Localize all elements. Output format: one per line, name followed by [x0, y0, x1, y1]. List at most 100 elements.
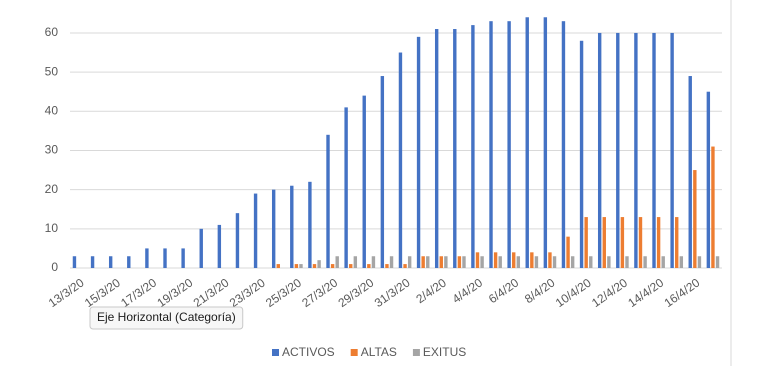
bar: [597, 32, 602, 268]
legend-swatch: [272, 349, 279, 356]
x-tick-label: 27/3/20: [299, 275, 340, 310]
legend-item: ALTAS: [350, 345, 397, 359]
bar: [670, 32, 674, 268]
x-tick-label: 8/4/20: [522, 275, 558, 306]
bar: [385, 264, 389, 268]
bar: [480, 256, 484, 268]
bar: [434, 29, 439, 268]
bar: [584, 217, 588, 268]
legend-label: EXITUS: [423, 345, 466, 359]
bar: [199, 228, 203, 268]
bar: [407, 256, 412, 268]
bar: [507, 21, 511, 269]
bar: [398, 52, 403, 268]
bar: [589, 256, 593, 268]
bar: [163, 248, 167, 268]
bar: [634, 32, 638, 268]
bar: [706, 91, 711, 269]
bar: [602, 217, 606, 268]
legend-item: ACTIVOS: [272, 345, 335, 359]
bar: [566, 236, 570, 268]
bar: [711, 146, 715, 268]
bar: [294, 264, 299, 268]
bar: [344, 107, 348, 269]
legend-label: ACTIVOS: [282, 345, 335, 359]
bar: [72, 256, 77, 268]
bar: [389, 256, 394, 268]
bar: [416, 36, 421, 268]
bar: [444, 256, 448, 268]
bar: [127, 256, 131, 268]
bar: [326, 134, 330, 268]
legend-label: ALTAS: [361, 345, 397, 359]
bar: [475, 252, 480, 268]
bar: [607, 256, 611, 268]
x-tick-label: 4/4/20: [450, 275, 486, 306]
bar: [253, 193, 258, 268]
bar: [317, 260, 321, 268]
x-tick-label: 23/3/20: [227, 275, 268, 310]
bar: [312, 264, 317, 268]
bar: [471, 25, 475, 269]
bar: [462, 256, 466, 268]
bar: [362, 95, 366, 268]
bar: [697, 256, 702, 268]
bar: [498, 256, 502, 268]
bar: [181, 248, 185, 268]
bar: [271, 189, 276, 268]
bar: [643, 256, 647, 268]
bar: [335, 256, 339, 268]
bar: [715, 256, 720, 268]
y-tick-label: 50: [45, 64, 59, 78]
bar: [656, 217, 661, 268]
x-tick-label: 2/4/20: [413, 275, 449, 306]
legend-item: EXITUS: [412, 345, 466, 359]
y-tick-label: 10: [45, 221, 59, 235]
bar: [693, 170, 697, 268]
bar: [516, 256, 521, 268]
x-tick-label: 12/4/20: [589, 275, 630, 310]
bar: [426, 256, 430, 268]
bar: [349, 264, 353, 268]
bar: [276, 264, 280, 268]
x-tick-label: 16/4/20: [662, 275, 703, 310]
x-tick-label: 13/3/20: [46, 275, 87, 310]
y-tick-label: 40: [45, 103, 59, 117]
bar: [353, 256, 358, 268]
bar: [489, 21, 493, 269]
y-tick-label: 0: [51, 260, 58, 274]
bar: [638, 217, 643, 268]
y-tick-label: 60: [45, 25, 59, 39]
x-tick-label: 6/4/20: [486, 275, 522, 306]
bar: [457, 256, 462, 268]
bar: [367, 264, 371, 268]
y-tick-label: 20: [45, 182, 59, 196]
x-tick-label: 10/4/20: [553, 275, 594, 310]
x-tick-label: 15/3/20: [82, 275, 123, 310]
x-tick-label: 21/3/20: [191, 275, 232, 310]
x-tick-label: 29/3/20: [336, 275, 377, 310]
bar: [439, 256, 443, 268]
tooltip-box: [89, 306, 244, 330]
bar: [512, 252, 516, 268]
bar: [675, 217, 679, 268]
x-tick-label: 31/3/20: [372, 275, 413, 310]
legend-swatch: [350, 349, 358, 356]
x-tick-label: 19/3/20: [154, 275, 195, 310]
x-tick-label: 17/3/20: [118, 275, 159, 310]
bar: [548, 252, 552, 268]
bar: [493, 252, 498, 268]
x-tick-label: 14/4/20: [625, 275, 666, 310]
bar: [534, 256, 539, 268]
legend-swatch: [412, 349, 420, 356]
bar: [330, 264, 335, 268]
bar: [380, 76, 385, 268]
bar: [421, 256, 425, 268]
bar: [403, 264, 407, 268]
bar: [235, 213, 240, 268]
bar: [561, 21, 566, 269]
bar: [616, 32, 620, 268]
bar: [145, 248, 149, 268]
